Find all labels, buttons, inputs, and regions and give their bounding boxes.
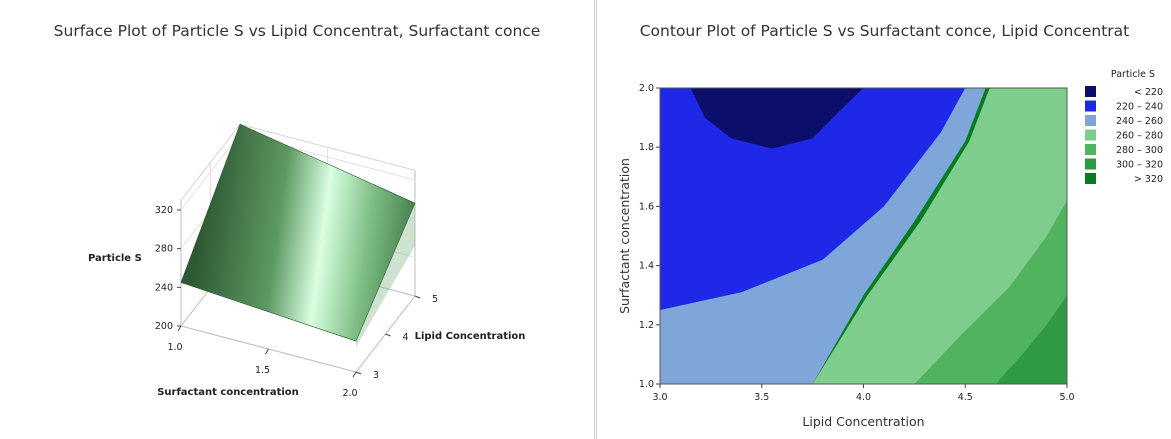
legend-label: 240 – 260 xyxy=(1116,116,1163,127)
contour-plot: 3.0 3.5 4.0 4.5 5.0 1.0 1.2 1.4 1.6 1.8 2.0 Lipid C… xyxy=(617,69,1163,429)
legend-label: < 220 xyxy=(1134,87,1163,98)
y-tick-label: 1.6 xyxy=(639,201,654,212)
x-axis-label: Lipid Concentration xyxy=(802,414,924,429)
y-tick-label: 1.2 xyxy=(639,320,654,331)
z-axis-label: Particle S xyxy=(88,253,142,264)
surface-side-shade xyxy=(356,203,415,347)
legend-swatch xyxy=(1085,100,1096,112)
surface-axes: 200 240 280 320 1.0 1.5 2.0 3 4 5 Particle S Surfac… xyxy=(88,205,525,399)
legend-label: 300 – 320 xyxy=(1116,160,1163,171)
contour-region xyxy=(995,295,1067,384)
contour-regions xyxy=(660,88,1067,384)
y-tick-mark xyxy=(385,333,391,337)
x-tick-label: 3.0 xyxy=(652,392,667,403)
legend-swatch xyxy=(1085,115,1096,126)
legend-label: 280 – 300 xyxy=(1116,145,1163,156)
y-tick-label: 4 xyxy=(402,332,408,343)
x-tick-mark xyxy=(177,325,182,332)
x-tick-mark xyxy=(265,348,269,355)
y-tick-label: 1.0 xyxy=(639,379,654,390)
legend-label: > 320 xyxy=(1134,174,1163,185)
x-tick-label: 1.0 xyxy=(167,342,182,353)
y-axis-label: Lipid Concentration xyxy=(415,331,526,342)
legend-swatch xyxy=(1085,144,1096,155)
legend-title: Particle S xyxy=(1111,69,1155,80)
legend-swatch xyxy=(1085,86,1096,97)
contour-axes: 3.0 3.5 4.0 4.5 5.0 1.0 1.2 1.4 1.6 1.8 2.0 Lipid C… xyxy=(617,83,1075,429)
z-tick-label: 280 xyxy=(155,244,173,255)
legend-label: 220 – 240 xyxy=(1116,102,1163,113)
legend-label: 260 – 280 xyxy=(1116,131,1163,142)
z-tick-label: 320 xyxy=(155,205,173,216)
legend-swatch xyxy=(1085,129,1096,141)
x-tick-mark xyxy=(352,371,357,378)
surface-plot-title: Surface Plot of Particle S vs Lipid Conc… xyxy=(53,22,541,40)
legend-swatch xyxy=(1085,173,1096,184)
surface-plot-panel: Surface Plot of Particle S vs Lipid Conc… xyxy=(53,0,595,439)
y-tick-mark xyxy=(355,371,362,375)
z-tick-label: 200 xyxy=(155,321,173,332)
surface-plot: 200 240 280 320 1.0 1.5 2.0 3 4 5 Particle S Surfac… xyxy=(88,123,525,399)
contour-region xyxy=(660,88,966,310)
y-tick-label: 1.4 xyxy=(639,261,654,272)
contour-plot-title: Contour Plot of Particle S vs Surfactant… xyxy=(639,22,1130,40)
x-tick-label: 1.5 xyxy=(255,365,270,376)
x-tick-label: 4.5 xyxy=(958,392,973,403)
y-tick-mark xyxy=(414,295,421,299)
y-tick-label: 5 xyxy=(432,294,438,305)
y-tick-label: 3 xyxy=(373,370,379,381)
legend-swatch xyxy=(1085,158,1096,170)
contour-plot-panel: Contour Plot of Particle S vs Surfactant… xyxy=(596,0,1171,439)
contour-legend: Particle S < 220 220 – 240 240 – 260 260 – 2… xyxy=(1085,69,1163,185)
x-tick-label: 4.0 xyxy=(856,392,871,403)
surface-layer xyxy=(180,123,416,347)
z-tick-label: 240 xyxy=(155,282,173,293)
x-tick-label: 5.0 xyxy=(1059,392,1074,403)
x-tick-label: 2.0 xyxy=(342,388,357,399)
contour-region xyxy=(690,88,864,149)
contour-region xyxy=(914,200,1067,384)
y-axis-label: Surfactant concentration xyxy=(617,158,632,314)
y-tick-label: 1.8 xyxy=(639,142,654,153)
x-tick-label: 3.5 xyxy=(754,392,769,403)
x-axis-label: Surfactant concentration xyxy=(157,387,299,398)
surface-mesh xyxy=(180,123,416,342)
y-tick-label: 2.0 xyxy=(639,83,654,94)
